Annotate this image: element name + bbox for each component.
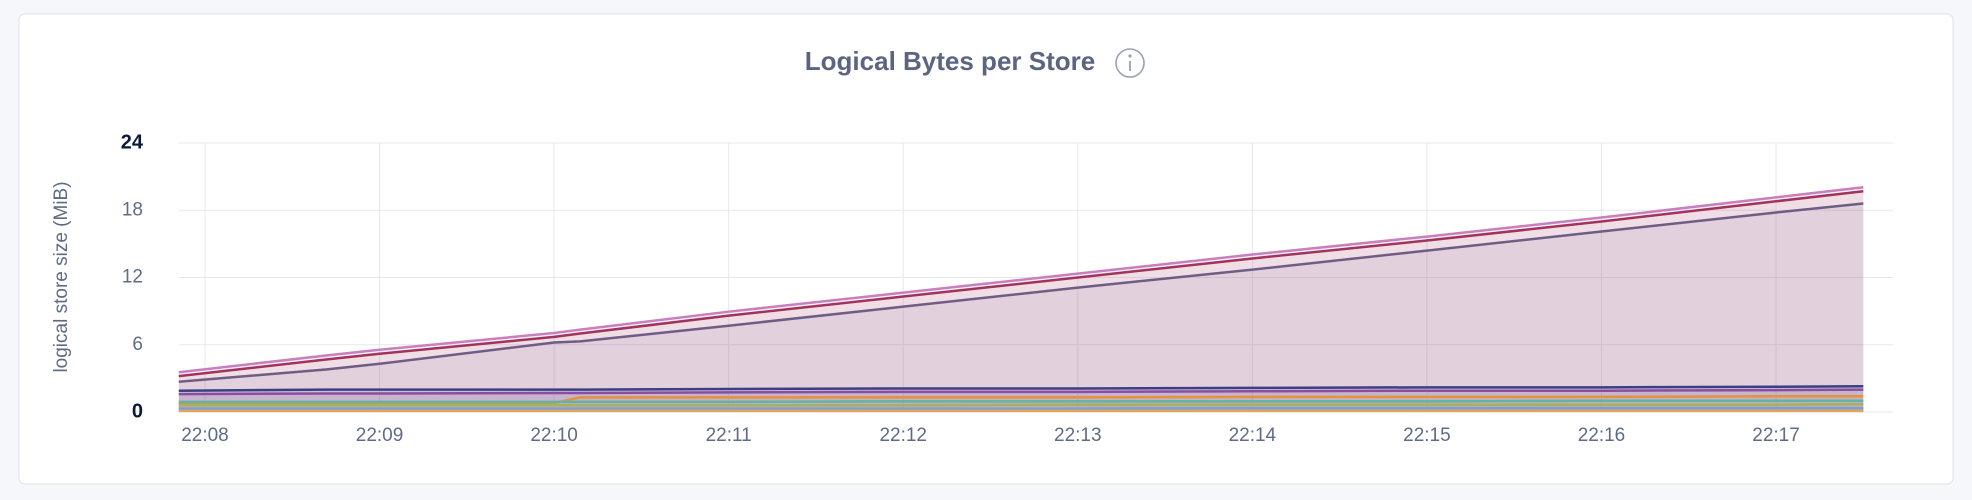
series-line bbox=[178, 402, 1864, 407]
series-line bbox=[178, 186, 1864, 374]
info-icon[interactable] bbox=[1115, 48, 1145, 78]
chart-title: Logical Bytes per Store bbox=[805, 46, 1095, 76]
x-tick-label: 22:17 bbox=[1752, 425, 1800, 446]
x-tick-label: 22:13 bbox=[1054, 425, 1102, 446]
series-line bbox=[178, 189, 1864, 378]
x-tick-label: 22:16 bbox=[1578, 425, 1626, 446]
x-tick-label: 22:11 bbox=[706, 425, 752, 446]
x-tick-label: 22:14 bbox=[1229, 425, 1277, 446]
y-tick-label: 24 bbox=[121, 131, 144, 153]
x-tick-label: 22:10 bbox=[530, 425, 578, 446]
y-tick-label: 0 bbox=[132, 400, 143, 422]
x-tick-label: 22:12 bbox=[879, 425, 927, 446]
series-line bbox=[178, 388, 1864, 396]
series-area bbox=[178, 191, 1864, 412]
series-line bbox=[178, 384, 1864, 392]
y-axis-title: logical store size (MiB) bbox=[51, 181, 72, 372]
series-area bbox=[178, 187, 1864, 412]
series-line bbox=[178, 399, 1864, 404]
series-line bbox=[178, 406, 1864, 410]
series-line bbox=[178, 202, 1864, 383]
card bbox=[18, 13, 1954, 485]
series-area bbox=[178, 203, 1864, 412]
x-tick-label: 22:15 bbox=[1403, 425, 1451, 446]
x-tick-label: 22:09 bbox=[356, 425, 404, 446]
y-tick-label: 6 bbox=[132, 334, 143, 355]
y-tick-label: 12 bbox=[122, 267, 143, 288]
y-tick-label: 18 bbox=[122, 199, 143, 220]
x-tick-label: 22:08 bbox=[181, 425, 229, 446]
